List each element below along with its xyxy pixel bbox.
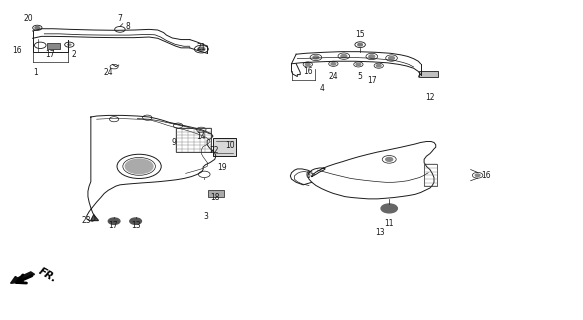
Text: 20: 20 bbox=[24, 14, 33, 23]
Text: 9: 9 bbox=[171, 138, 177, 147]
Text: 19: 19 bbox=[217, 163, 227, 172]
Bar bbox=[176, 128, 211, 152]
Circle shape bbox=[331, 62, 336, 65]
Text: 5: 5 bbox=[358, 72, 363, 81]
Circle shape bbox=[130, 218, 142, 224]
Circle shape bbox=[198, 47, 205, 51]
Text: 21: 21 bbox=[196, 43, 206, 52]
Text: 13: 13 bbox=[131, 221, 141, 230]
Circle shape bbox=[377, 64, 381, 67]
Text: 15: 15 bbox=[355, 30, 365, 39]
Circle shape bbox=[358, 44, 363, 46]
FancyBboxPatch shape bbox=[419, 71, 438, 77]
Text: 8: 8 bbox=[125, 22, 130, 31]
Text: 18: 18 bbox=[210, 193, 219, 202]
Text: 14: 14 bbox=[196, 132, 206, 140]
Circle shape bbox=[108, 218, 120, 224]
Text: 13: 13 bbox=[375, 228, 385, 237]
Circle shape bbox=[369, 55, 375, 58]
Text: 7: 7 bbox=[118, 14, 122, 23]
Text: FR.: FR. bbox=[37, 266, 58, 284]
Circle shape bbox=[386, 157, 393, 161]
Bar bbox=[424, 164, 437, 186]
Polygon shape bbox=[91, 215, 99, 220]
Text: 24: 24 bbox=[329, 72, 338, 81]
Text: 23: 23 bbox=[82, 216, 92, 225]
Circle shape bbox=[35, 27, 40, 29]
Circle shape bbox=[125, 158, 154, 174]
Text: 17: 17 bbox=[45, 50, 55, 59]
Text: 22: 22 bbox=[210, 146, 219, 155]
Text: 17: 17 bbox=[108, 221, 118, 230]
Text: 16: 16 bbox=[12, 45, 22, 55]
Circle shape bbox=[381, 204, 398, 213]
Text: 2: 2 bbox=[71, 50, 76, 59]
Text: 3: 3 bbox=[203, 212, 208, 221]
Circle shape bbox=[305, 63, 310, 66]
Circle shape bbox=[475, 174, 480, 177]
Bar bbox=[208, 190, 224, 197]
Bar bbox=[213, 138, 236, 156]
FancyArrow shape bbox=[10, 272, 34, 283]
Circle shape bbox=[356, 63, 361, 66]
Text: 1: 1 bbox=[33, 68, 38, 76]
Text: 24: 24 bbox=[103, 68, 113, 77]
Text: 16: 16 bbox=[482, 171, 491, 180]
Circle shape bbox=[67, 44, 72, 46]
Circle shape bbox=[341, 54, 347, 58]
Text: 12: 12 bbox=[425, 93, 435, 102]
Text: 6: 6 bbox=[305, 172, 310, 180]
Text: 16: 16 bbox=[303, 67, 312, 76]
Text: 17: 17 bbox=[367, 76, 377, 85]
Text: 10: 10 bbox=[226, 141, 236, 150]
Circle shape bbox=[389, 56, 395, 60]
Text: 11: 11 bbox=[384, 219, 394, 228]
Text: 4: 4 bbox=[319, 84, 324, 93]
Bar bbox=[47, 44, 60, 49]
Circle shape bbox=[313, 56, 319, 59]
